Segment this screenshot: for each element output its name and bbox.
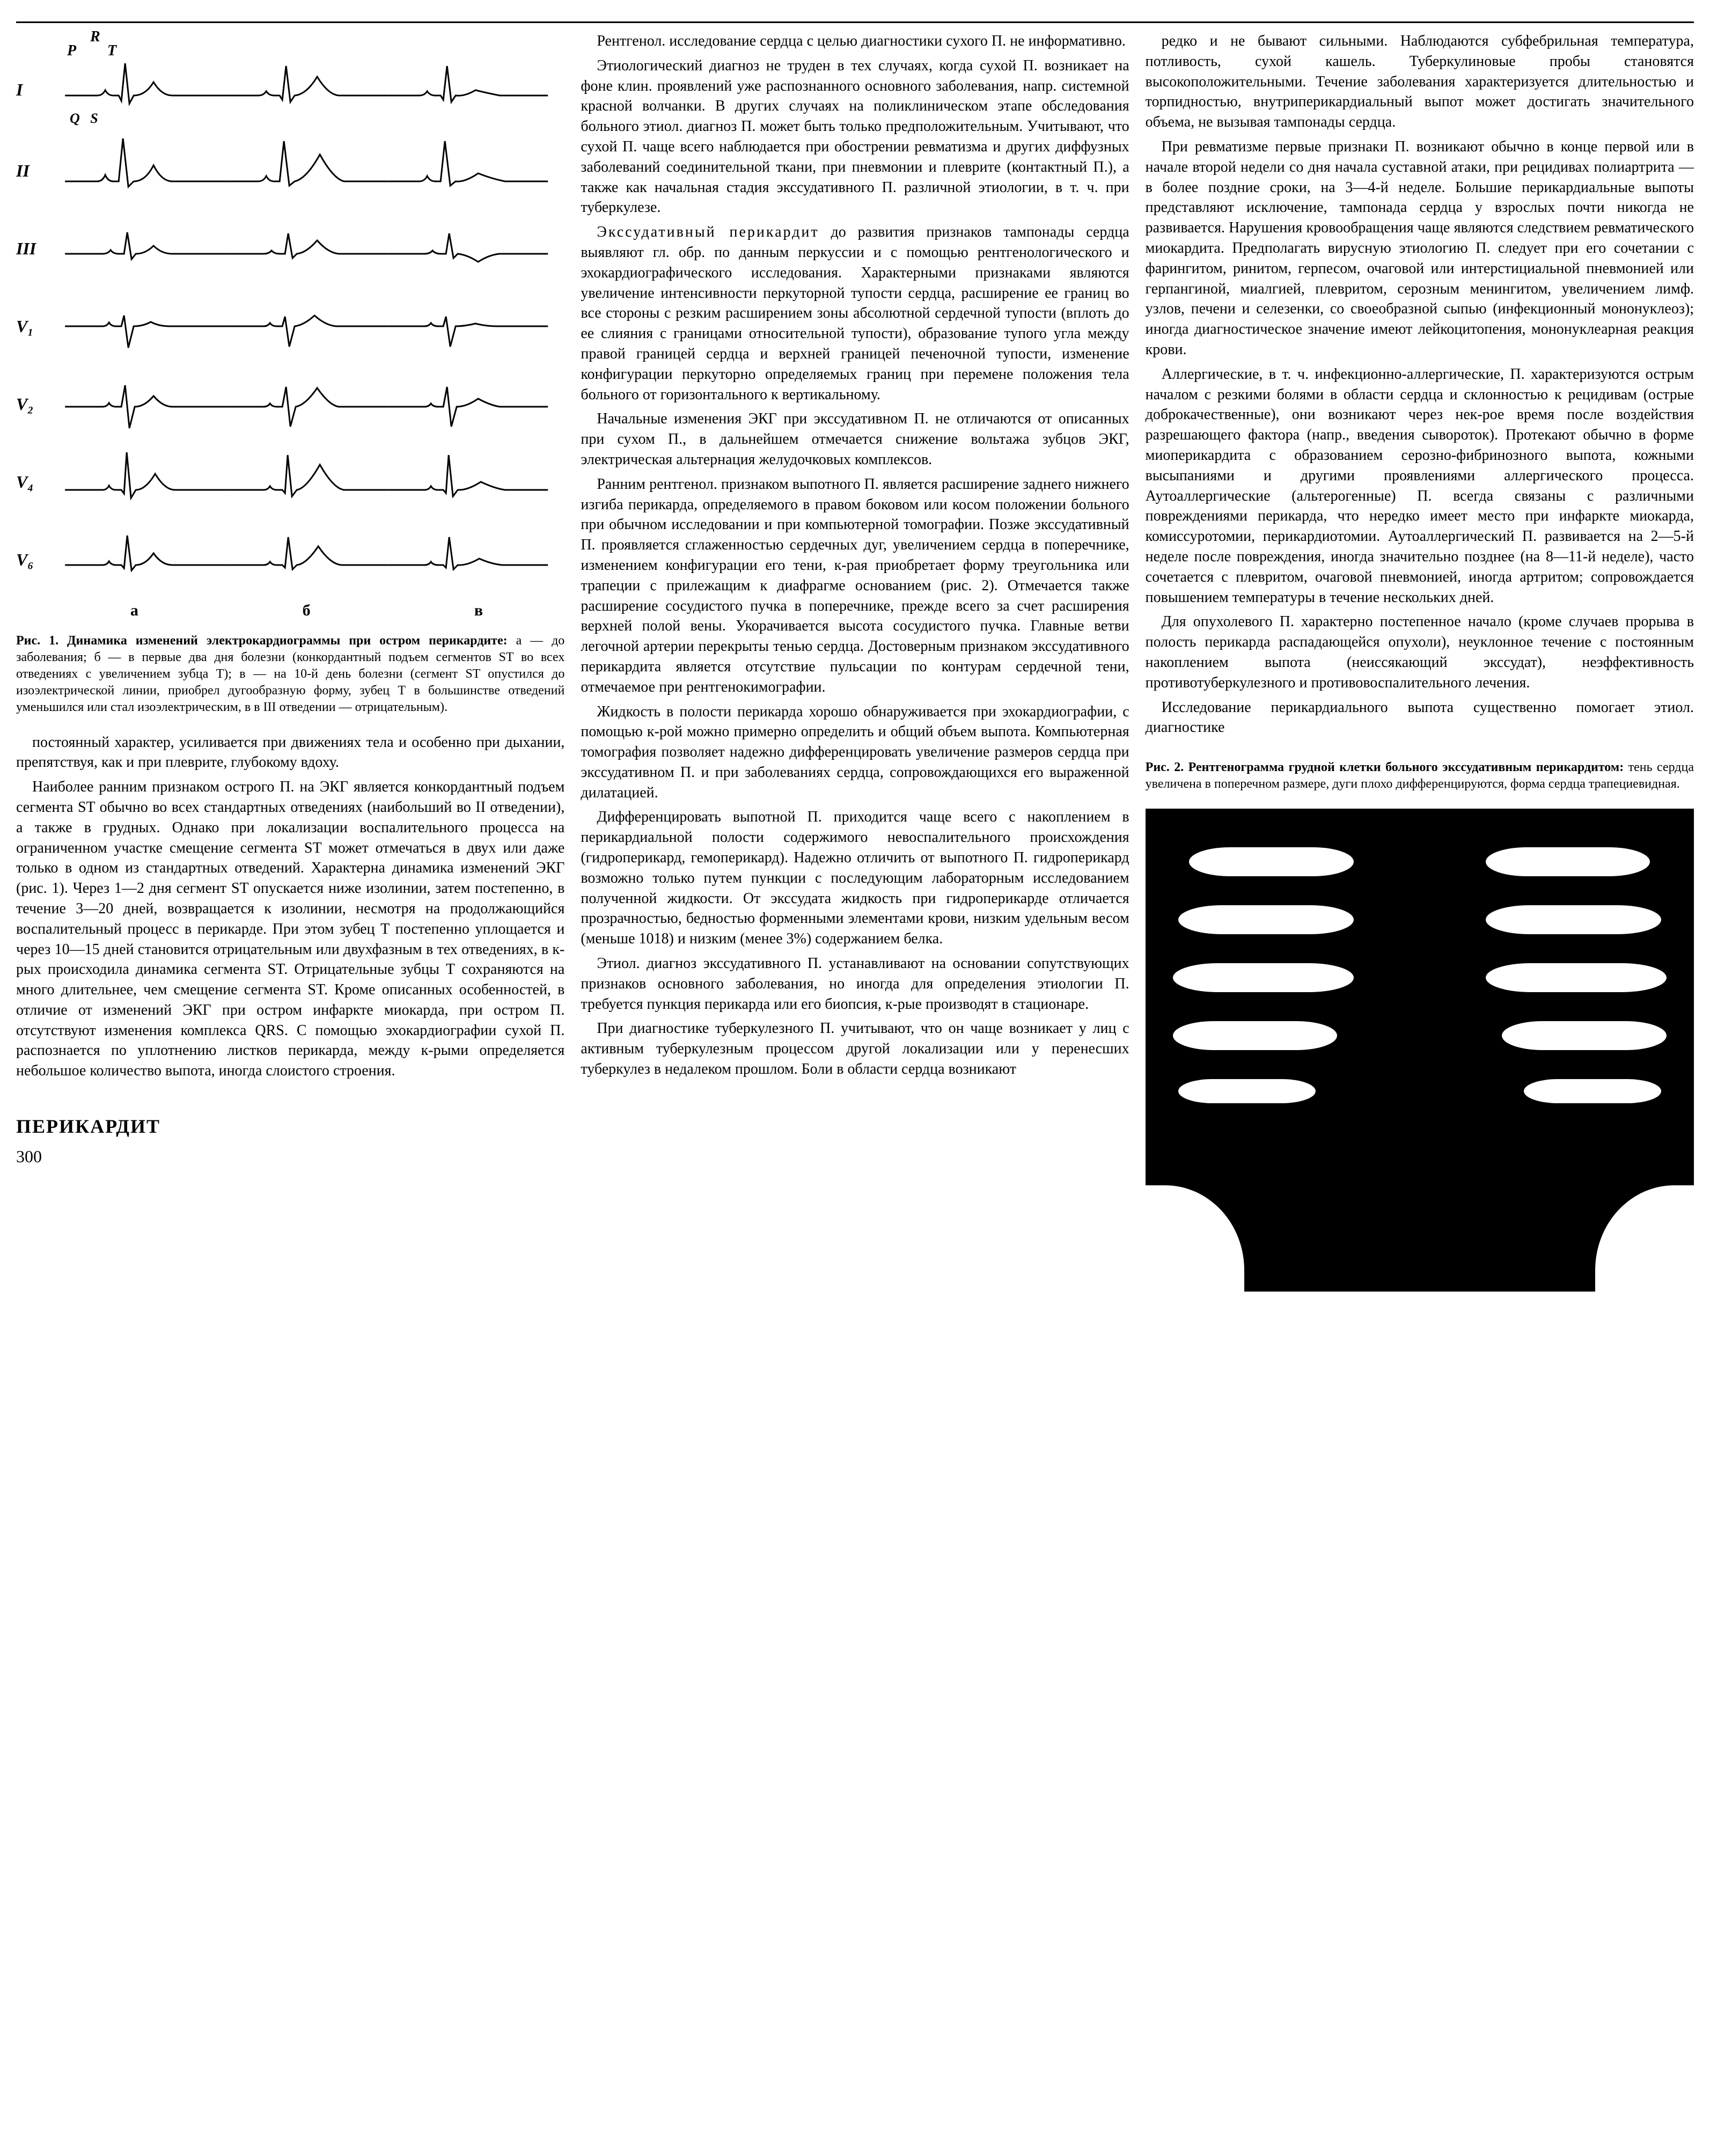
ecg-trace-V1 <box>48 289 564 364</box>
ecg-column-labels: а б в <box>16 600 564 622</box>
label-T: T <box>107 41 116 61</box>
page-top-rule <box>16 21 1694 23</box>
figure-1-ecg: P R T I Q S II <box>16 31 564 622</box>
figure-1-caption: Рис. 1. Динамика изменений электрокардио… <box>16 633 564 716</box>
ecg-trace-III <box>48 211 564 286</box>
ecg-trace-II <box>48 133 564 208</box>
ecg-col-v: в <box>393 600 565 622</box>
caption-1-bold: Рис. 1. Динамика изменений электрокардио… <box>16 634 508 648</box>
ecg-lead-label: I <box>16 78 48 101</box>
xray-rib <box>1178 905 1354 934</box>
col2-p3-lead: Экссудативный перикардит <box>597 224 819 240</box>
figure-2-xray <box>1146 809 1694 1292</box>
xray-rib <box>1486 847 1650 876</box>
ecg-trace-V6 <box>48 522 564 597</box>
col2-para-6: Жидкость в полости перикарда хорошо обна… <box>581 702 1129 803</box>
pqrst-labels: P R T <box>16 31 564 53</box>
ecg-trace-V2 <box>48 366 564 442</box>
col3-para-2: При ревматизме первые признаки П. возник… <box>1146 137 1694 360</box>
col1-para-2: Наиболее ранним признаком острого П. на … <box>16 777 564 1081</box>
col2-para-2: Этиологический диагноз не труден в тех с… <box>581 56 1129 218</box>
col3-para-3: Аллергические, в т. ч. инфекционно-аллер… <box>1146 364 1694 608</box>
section-header-pericarditis: ПЕРИКАРДИТ <box>16 1113 564 1140</box>
figure-2-caption: Рис. 2. Рентгенограмма грудной клетки бо… <box>1146 759 1694 793</box>
col3-para-4: Для опухолевого П. характерно постепенно… <box>1146 612 1694 693</box>
xray-rib <box>1502 1021 1667 1050</box>
col2-para-8: Этиол. диагноз экссудативного П. устанав… <box>581 954 1129 1014</box>
col2-para-9: При диагностике туберкулезного П. учитыв… <box>581 1018 1129 1079</box>
label-P: P <box>67 41 76 61</box>
ecg-row-III: III <box>16 211 564 286</box>
xray-diaphragm <box>1146 1185 1244 1292</box>
ecg-row-V1: V₁ <box>16 289 564 364</box>
ecg-lead-label: V₄ <box>16 471 48 494</box>
col1-para-1: постоянный характер, усиливается при дви… <box>16 732 564 773</box>
xray-rib <box>1189 847 1354 876</box>
col2-p3-body: до развития признаков тампонады сердца в… <box>581 224 1129 402</box>
page-number: 300 <box>16 1145 564 1168</box>
xray-rib <box>1486 963 1667 992</box>
label-R: R <box>90 27 100 47</box>
column-3: редко и не бывают сильными. Наблюдаются … <box>1146 31 1694 1292</box>
xray-rib <box>1173 1021 1338 1050</box>
ecg-row-V6: V₆ <box>16 522 564 597</box>
ecg-row-V4: V₄ <box>16 444 564 519</box>
xray-rib <box>1524 1079 1661 1103</box>
page-columns: P R T I Q S II <box>16 31 1694 1292</box>
ecg-lead-label: V₁ <box>16 315 48 338</box>
col2-para-3: Экссудативный перикардит до развития при… <box>581 222 1129 405</box>
xray-rib <box>1173 963 1354 992</box>
col2-para-7: Дифференцировать выпотной П. приходится … <box>581 807 1129 949</box>
ecg-row-I: I <box>16 53 564 128</box>
caption-2-bold: Рис. 2. Рентгенограмма грудной клетки бо… <box>1146 760 1624 774</box>
xray-diaphragm <box>1595 1185 1694 1292</box>
col2-para-4: Начальные изменения ЭКГ при экссудативно… <box>581 409 1129 470</box>
column-2: Рентгенол. исследование сердца с целью д… <box>581 31 1129 1292</box>
ecg-lead-label: II <box>16 159 48 182</box>
xray-rib <box>1486 905 1661 934</box>
ecg-col-b: б <box>221 600 393 622</box>
ecg-lead-label: V₆ <box>16 548 48 571</box>
ecg-lead-label: V₂ <box>16 393 48 416</box>
ecg-row-II: II <box>16 133 564 208</box>
ecg-row-V2: V₂ <box>16 366 564 442</box>
col3-para-5: Исследование перикардиального выпота сущ… <box>1146 698 1694 738</box>
column-1: P R T I Q S II <box>16 31 564 1292</box>
ecg-trace-I <box>48 53 564 128</box>
ecg-trace-V4 <box>48 444 564 519</box>
col3-para-1: редко и не бывают сильными. Наблюдаются … <box>1146 31 1694 133</box>
ecg-col-a: а <box>48 600 221 622</box>
xray-rib <box>1178 1079 1316 1103</box>
ecg-lead-label: III <box>16 237 48 260</box>
col2-para-5: Ранним рентгенол. признаком выпотного П.… <box>581 474 1129 698</box>
col2-para-1: Рентгенол. исследование сердца с целью д… <box>581 31 1129 52</box>
